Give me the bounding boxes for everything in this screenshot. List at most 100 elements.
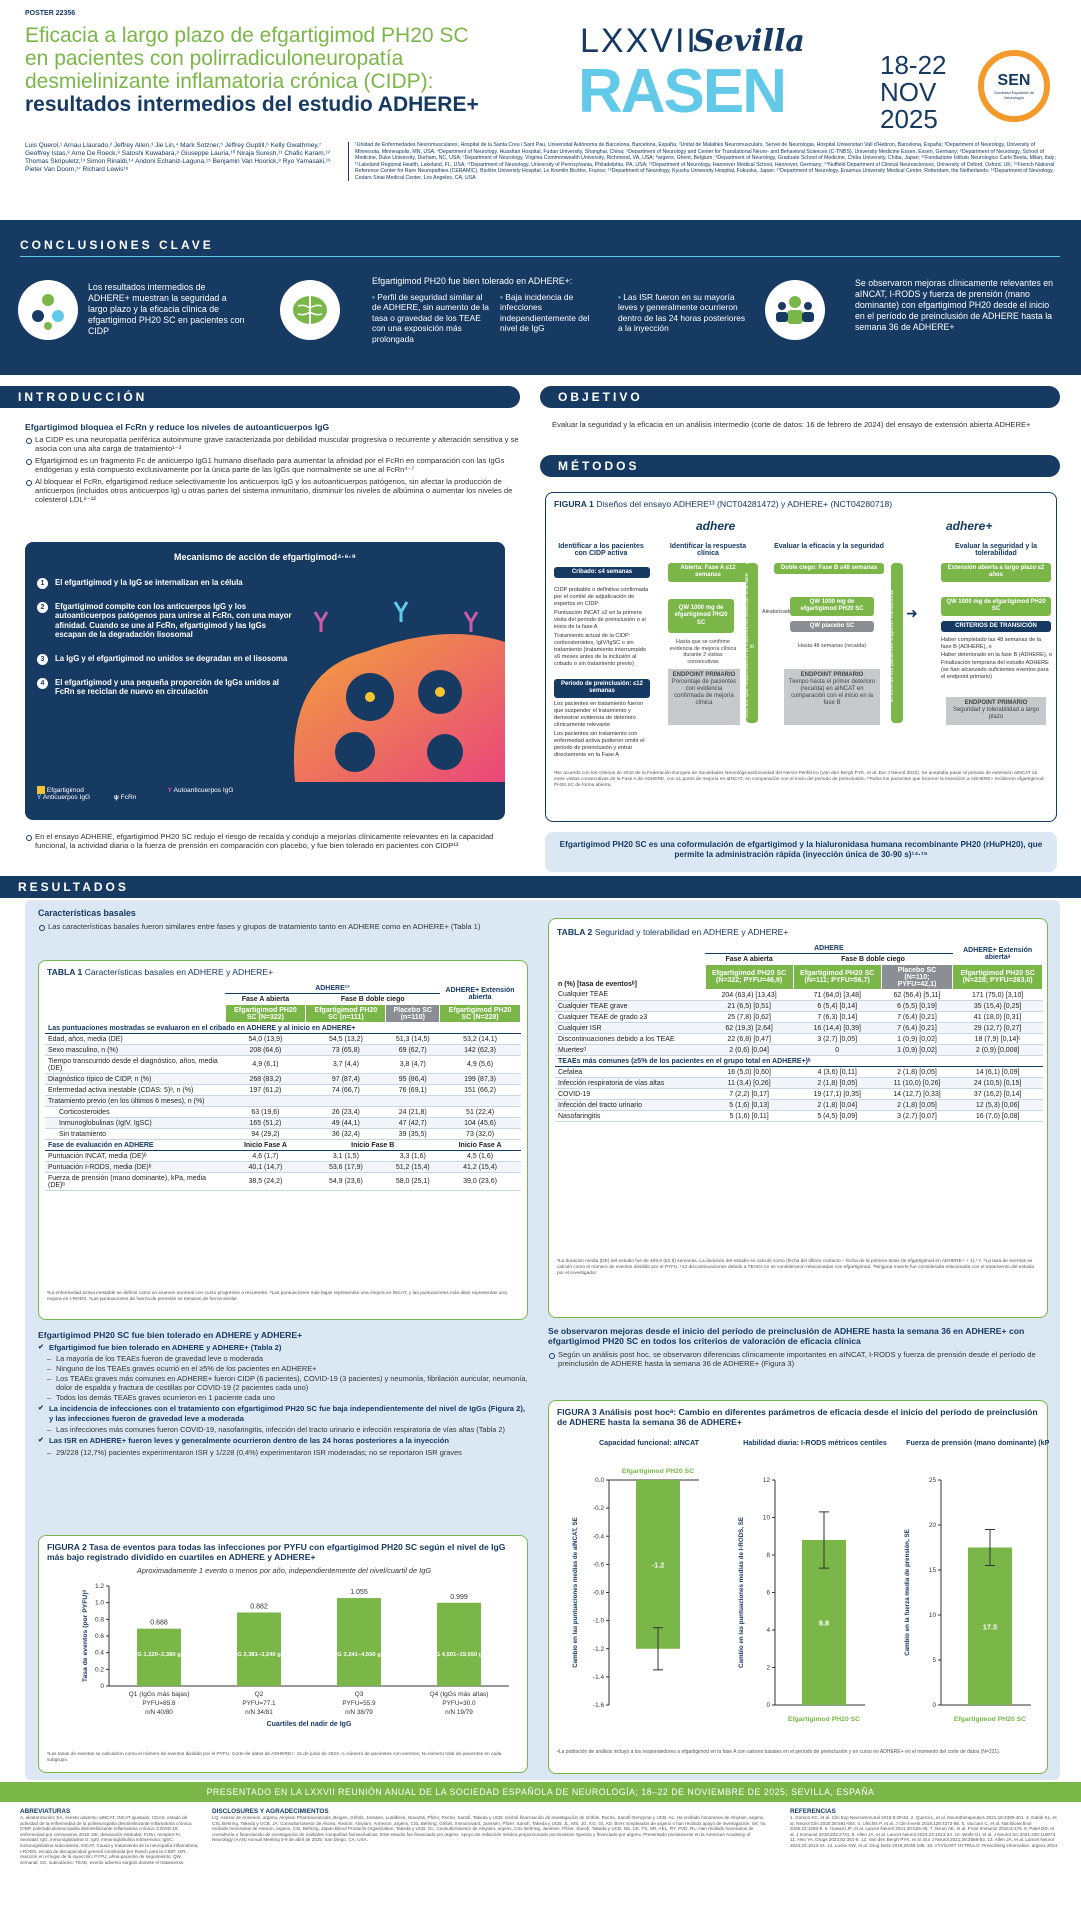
t1-adhere-head: ADHERE¹³	[225, 983, 440, 994]
conclusion-3: Se observaron mejoras clínicamente relev…	[855, 278, 1054, 332]
figure-2-title: FIGURA 2 Tasa de eventos para todas las …	[47, 1542, 506, 1562]
preinclusion-notes: Los pacientes en tratamiento fueron que …	[554, 701, 652, 759]
t2-cell: 16 (7,0) [0,08]	[952, 1110, 1043, 1122]
legend-fcrn: FcRn	[120, 794, 137, 801]
pyfu-label: PYFU=30.0	[442, 1700, 476, 1707]
y-tick-label: 0	[932, 1702, 936, 1709]
criterion-1: Haber completado las 48 semanas de la fa…	[941, 637, 1042, 650]
mechanism-legend: Efgartigimod Y Autoanticuerpos IgG Y Ant…	[37, 786, 497, 801]
t2-cell: 71 (64,0) [3,48]	[793, 989, 882, 1001]
t2-cell: 18 (7,9) [0,14]ᶜ	[952, 1033, 1043, 1045]
t1-cell: 51,3 (14,5)	[385, 1033, 440, 1045]
table-row: Corticosteroides 63 (19,6) 26 (23,4) 24 (21…	[45, 1106, 521, 1118]
authors: Luis Querol,¹ Arnau Llaurado,² Jeffrey A…	[25, 142, 331, 173]
t1-cell	[225, 1095, 306, 1107]
t1-cell	[439, 1095, 521, 1107]
table-2-title: TABLA 2 Seguridad y tolerabilidad en ADH…	[557, 927, 789, 937]
t1-cell: 54,0 (13,9)	[225, 1033, 306, 1045]
table-row: Diagnóstico típico de CIDP, n (%) 268 (83…	[45, 1073, 521, 1085]
t2-cell: 3 (2,7) [0,05]	[793, 1033, 882, 1045]
table-row: Discontinuaciones debido a los TEAE 22 (6…	[555, 1033, 1043, 1045]
table-row: Tiempo transcurrido desde el diagnóstico…	[45, 1055, 521, 1074]
y-tick-label: -1.4	[593, 1674, 604, 1681]
t2-cell: 19 (17,1) [0,35]	[793, 1088, 882, 1100]
tol-title: Efgartigimod PH20 SC fue bien tolerado e…	[38, 1330, 303, 1340]
y-tick-label: 4	[766, 1627, 770, 1634]
mechanism-step-2: 2 Efgartigimod compite con los anticuerpo…	[37, 601, 297, 640]
t1-cell: 199 (87,3)	[439, 1073, 521, 1085]
vertical-label-1: Solo los que respondieron al tratamiento…	[744, 573, 756, 719]
t2-row-label: Cualquier ISR	[555, 1022, 705, 1034]
figure-3-footnote: ᵃLa población de análisis incluyó a los …	[557, 1749, 1001, 1755]
t2-cell: 171 (75,0) [3,10]	[952, 989, 1043, 1001]
intro-bullet-1: La CIDP es una neuropatía periférica aut…	[25, 435, 520, 454]
ph20-note-box: Efgartigimod PH20 SC es una coformulació…	[545, 832, 1057, 872]
criterion-3: Finalización temprana del estudio ADHERE…	[941, 660, 1049, 680]
mejoras-section: Se observaron mejoras desde el inicio de…	[548, 1326, 1048, 1371]
t1-cell: 104 (45,6)	[439, 1117, 521, 1129]
table-row: Cefalea 16 (5,0) [0,60] 4 (3,6) [0,11] 2 (1…	[555, 1066, 1043, 1078]
t1-row-label: Diagnóstico típico de CIDP, n (%)	[45, 1073, 225, 1085]
table-row: Puntuación I-RODS, media (DE)ᵇ 40,1 (14,7…	[45, 1161, 521, 1173]
t1-row-label: Sexo masculino, n (%)	[45, 1044, 225, 1056]
t2-fase-b-head: Fase B doble ciego	[841, 955, 905, 963]
t1-col-1: Efgartigimod PH20 SC (N=322)	[224, 1004, 307, 1023]
t2-row-label: COVID-19	[555, 1088, 705, 1100]
y-tick-label: -1.6	[593, 1702, 604, 1709]
t2-cell: 7 (6,3) [0,14]	[793, 1011, 882, 1023]
t1-cell	[305, 1095, 386, 1107]
intro-bullet-4: En el ensayo ADHERE, efgartigimod PH20 S…	[25, 832, 510, 851]
adhere-logo: adhere	[696, 519, 736, 533]
y-tick-label: -0.2	[593, 1505, 604, 1512]
t1-cell: 76 (69,1)	[385, 1084, 440, 1096]
t1-row-label: Puntuación I-RODS, media (DE)ᵇ	[45, 1161, 225, 1173]
t1-cell: 97 (87,4)	[305, 1073, 386, 1085]
y-tick-label: 12	[763, 1477, 771, 1484]
arrow-right-icon: ➜	[906, 605, 918, 621]
t2-cell: 4 (3,6) [0,11]	[793, 1066, 882, 1078]
t1-cell: 165 (51,2)	[225, 1117, 306, 1129]
y-tick-label: 0.2	[95, 1666, 104, 1673]
t1-cell: 3,3 (1,6)	[385, 1150, 440, 1162]
t1-adhere-plus-head: ADHERE+ Extensión abierta	[445, 986, 515, 1001]
figure-2-panel: FIGURA 2 Tasa de eventos para todas las …	[38, 1535, 528, 1773]
y-axis-label: Cambio en la fuerza media de prensión, S…	[904, 1529, 911, 1656]
y-tick-label: -0.8	[593, 1590, 604, 1597]
series-legend: Efgartigimod PH20 SC	[622, 1468, 694, 1475]
resultados-heading: RESULTADOS	[0, 876, 1081, 898]
t2-n-head: n (%) [tasa de eventosᵇ]	[558, 981, 637, 988]
t1-cell: 3,7 (4,4)	[305, 1055, 386, 1074]
antibody-legend-icon: Y	[37, 794, 42, 801]
endpoint-a: ENDPOINT PRIMARIO Porcentaje de pacientes…	[668, 669, 740, 725]
hasta-b-note: Hasta 48 semanas (recaída)	[797, 643, 866, 649]
t2-cell: 16 (5,0) [0,60]	[705, 1066, 794, 1078]
bar	[137, 1628, 181, 1686]
t2-cell: 7 (6,4) [0,21]	[881, 1022, 953, 1034]
figure-2-chart: 0 0.2 0.4 0.6 0.8 1.0 1.2 Tasa de eventos (por …	[82, 1583, 509, 1728]
conclusion-2-b2: • Baja incidencia de infecciones indepen…	[500, 292, 590, 334]
mechanism-panel: Mecanismo de acción de efgartigimod⁴·⁶·⁹…	[25, 542, 505, 820]
y-tick-label: 15	[929, 1567, 937, 1574]
t1-row-label: Corticosteroides	[45, 1106, 225, 1118]
tol-check-3: Las ISR en ADHERE+ fueron leves y genera…	[38, 1436, 528, 1446]
title-line-4: resultados intermedios del estudio ADHER…	[25, 93, 479, 116]
pyfu-label: PYFU=55.9	[342, 1700, 376, 1707]
t1-col-4: Efgartigimod PH20 SC (N=228)	[439, 1004, 521, 1023]
transition-criteria: Haber completado las 48 semanas de la fa…	[941, 637, 1053, 681]
footer-abbreviations: ABREVIATURAS A, aleatorización; EA, even…	[20, 1808, 200, 1865]
t2-cell: 16 (14,4) [0,39]	[793, 1022, 882, 1034]
congress-city: Sevilla	[693, 24, 805, 59]
t1-section-2: Fase de evaluación en ADHERE	[45, 1139, 225, 1151]
t2-cell: 2 (0,9) [0,008]	[952, 1044, 1043, 1056]
y-tick-label: 8	[766, 1552, 770, 1559]
intro-subtitle: Efgartigimod bloquea el FcRn y reduce lo…	[25, 422, 330, 432]
tol-check-2: La incidencia de infecciones con el trat…	[38, 1404, 528, 1423]
t1-cell: 39,0 (23,6)	[439, 1172, 521, 1191]
t2-section: TEAEs más comunes (≥5% de los pacientes …	[555, 1055, 1043, 1067]
t2-fase-a-head: Fase A abierta	[725, 955, 773, 963]
nn-label: n/N 40/80	[145, 1709, 173, 1716]
ph20-note: Efgartigimod PH20 SC es una coformulació…	[559, 840, 1043, 859]
people-icon	[765, 280, 825, 340]
conclusiones-band: CONCLUSIONES CLAVE Los resultados interm…	[0, 220, 1081, 375]
t1-cell: 63 (19,6)	[225, 1106, 306, 1118]
